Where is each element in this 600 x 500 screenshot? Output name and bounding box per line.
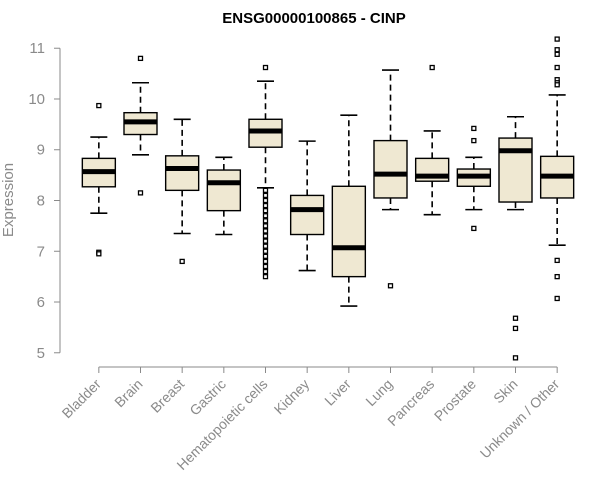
outlier-point bbox=[262, 253, 269, 259]
iqr-box bbox=[206, 169, 242, 212]
x-tick-label: Skin bbox=[490, 376, 521, 407]
x-tick-label: Lung bbox=[362, 376, 395, 409]
iqr-box bbox=[373, 139, 408, 199]
iqr-box bbox=[164, 155, 200, 192]
outlier-point bbox=[262, 228, 269, 234]
outlier-point bbox=[471, 137, 477, 144]
outlier-point bbox=[554, 64, 560, 71]
outlier-point bbox=[512, 325, 519, 332]
outlier-point bbox=[137, 55, 144, 62]
y-tick-label: 10 bbox=[28, 91, 45, 108]
box-group bbox=[123, 55, 158, 196]
y-tick-label: 8 bbox=[37, 193, 45, 210]
outlier-point bbox=[262, 248, 269, 254]
y-tick-label: 11 bbox=[29, 40, 45, 57]
outlier-point bbox=[262, 233, 269, 239]
x-tick-label: Prostate bbox=[431, 376, 479, 424]
outlier-point bbox=[179, 258, 185, 265]
outlier-point bbox=[262, 263, 269, 270]
outlier-point bbox=[262, 197, 269, 204]
outlier-point bbox=[262, 64, 269, 71]
box-series bbox=[81, 36, 575, 361]
box-group bbox=[539, 36, 575, 302]
outlier-point bbox=[554, 273, 560, 280]
outlier-point bbox=[554, 257, 560, 264]
outlier-point bbox=[471, 225, 477, 232]
outlier-point bbox=[262, 258, 269, 265]
outlier-point bbox=[262, 213, 269, 219]
x-tick-label: Breast bbox=[147, 376, 187, 416]
chart-title: ENSG00000100865 - CINP bbox=[222, 10, 405, 27]
box-group bbox=[289, 140, 325, 272]
y-axis-label: Expression bbox=[0, 163, 17, 237]
box-group bbox=[206, 156, 242, 236]
outlier-point bbox=[554, 36, 560, 42]
outlier-point bbox=[262, 238, 269, 244]
outlier-point bbox=[262, 268, 269, 275]
outlier-point bbox=[262, 192, 269, 199]
y-tick-label: 7 bbox=[37, 243, 45, 260]
y-axis: 5 6 7 8 9 10 11 bbox=[28, 40, 61, 362]
outlier-point bbox=[554, 295, 560, 302]
box-group bbox=[164, 118, 200, 265]
outlier-point bbox=[387, 283, 394, 289]
outlier-point bbox=[429, 64, 435, 71]
box-group bbox=[414, 64, 450, 216]
outlier-point bbox=[554, 82, 560, 88]
box-group bbox=[498, 115, 533, 361]
box-group bbox=[81, 102, 117, 257]
outlier-point bbox=[262, 243, 269, 249]
iqr-box bbox=[498, 137, 533, 203]
box-group bbox=[331, 114, 367, 307]
outlier-point bbox=[512, 315, 519, 321]
iqr-box bbox=[289, 194, 325, 236]
x-tick-label: Bladder bbox=[59, 376, 105, 422]
outlier-point bbox=[262, 187, 269, 193]
outlier-point bbox=[471, 125, 477, 132]
iqr-box bbox=[331, 185, 367, 278]
x-tick-label: Brain bbox=[111, 376, 145, 410]
outlier-point bbox=[262, 202, 269, 209]
box-group bbox=[373, 69, 408, 289]
outlier-point bbox=[96, 251, 102, 257]
outlier-point bbox=[554, 47, 560, 53]
outlier-point bbox=[262, 223, 269, 229]
x-tick-label: Liver bbox=[321, 376, 354, 409]
y-tick-label: 9 bbox=[37, 142, 45, 159]
outlier-point bbox=[137, 190, 144, 196]
outlier-point bbox=[554, 51, 560, 57]
y-tick-label: 5 bbox=[37, 345, 45, 362]
x-tick-label: Kidney bbox=[271, 376, 313, 418]
y-tick-label: 6 bbox=[37, 294, 45, 311]
outlier-point bbox=[262, 273, 269, 280]
outlier-point bbox=[262, 218, 269, 224]
x-tick-label: Unknown / Other bbox=[477, 376, 563, 462]
box-group bbox=[248, 64, 283, 280]
outlier-point bbox=[512, 355, 519, 361]
outlier-point bbox=[262, 208, 269, 214]
box-group bbox=[456, 125, 492, 232]
outlier-point bbox=[96, 102, 102, 109]
